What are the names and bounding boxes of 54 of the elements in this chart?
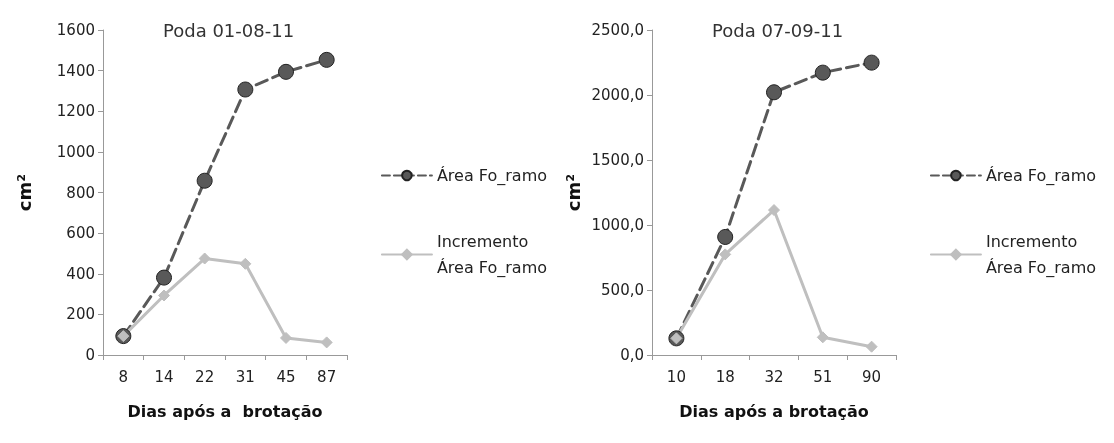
y-tick-label: 1000 <box>56 142 95 161</box>
y-tick-label: 0 <box>85 346 95 364</box>
y-tick-label: 400 <box>66 264 95 283</box>
point <box>318 51 335 68</box>
legend-label: Área Fo_ramo <box>985 166 1097 186</box>
y-tick-label: 200 <box>66 305 95 324</box>
x-tick-label: 45 <box>276 367 296 386</box>
legend-label: Incremento Área Fo_ramo <box>436 232 548 278</box>
y-axis-title: cm² <box>13 173 35 212</box>
y-tick-label: 1500,0 <box>591 151 644 169</box>
point <box>814 64 831 81</box>
legend-label: Área Fo_ramo <box>436 166 548 186</box>
point <box>280 331 292 344</box>
point <box>816 331 829 344</box>
legend-label: Incremento Área Fo_ramo <box>985 232 1097 278</box>
x-tick-label: 8 <box>118 367 129 386</box>
x-tick-label: 22 <box>195 367 215 386</box>
y-tick-label: 600 <box>66 224 95 243</box>
point <box>237 81 254 98</box>
point <box>196 172 213 189</box>
x-tick-label: 90 <box>862 367 882 386</box>
x-tick-label: 14 <box>154 367 174 386</box>
x-axis-title: Dias após a brotação <box>679 401 869 421</box>
point <box>768 204 780 217</box>
y-tick-label: 1200 <box>56 102 95 121</box>
point <box>156 269 172 286</box>
point <box>278 63 294 80</box>
y-tick-label: 1400 <box>56 61 95 80</box>
chart-title: Poda 07-09-11 <box>712 19 844 41</box>
y-tick-label: 500,0 <box>601 281 644 299</box>
point <box>719 248 732 261</box>
x-tick-label: 32 <box>764 367 784 386</box>
point <box>239 257 252 270</box>
y-tick-label: 2000,0 <box>591 86 644 104</box>
x-axis-title: Dias após a brotação <box>127 401 323 421</box>
y-tick-label: 0,0 <box>620 346 644 364</box>
y-axis-title: cm² <box>562 173 584 212</box>
point <box>863 54 880 71</box>
x-tick-label: 10 <box>666 367 686 386</box>
y-tick-label: 800 <box>66 183 95 202</box>
point <box>717 228 734 245</box>
y-tick-label: 1600 <box>56 21 95 39</box>
point <box>766 84 782 101</box>
y-tick-label: 2500,0 <box>591 21 644 39</box>
point <box>198 252 211 265</box>
point <box>320 336 333 349</box>
x-tick-label: 51 <box>813 367 833 386</box>
x-tick-label: 87 <box>317 367 337 386</box>
y-tick-label: 1000,0 <box>591 216 644 234</box>
x-tick-label: 18 <box>715 367 735 386</box>
chart-title: Poda 01-08-11 <box>163 19 295 41</box>
x-tick-label: 31 <box>235 367 255 386</box>
point <box>865 340 878 353</box>
point <box>158 289 170 302</box>
